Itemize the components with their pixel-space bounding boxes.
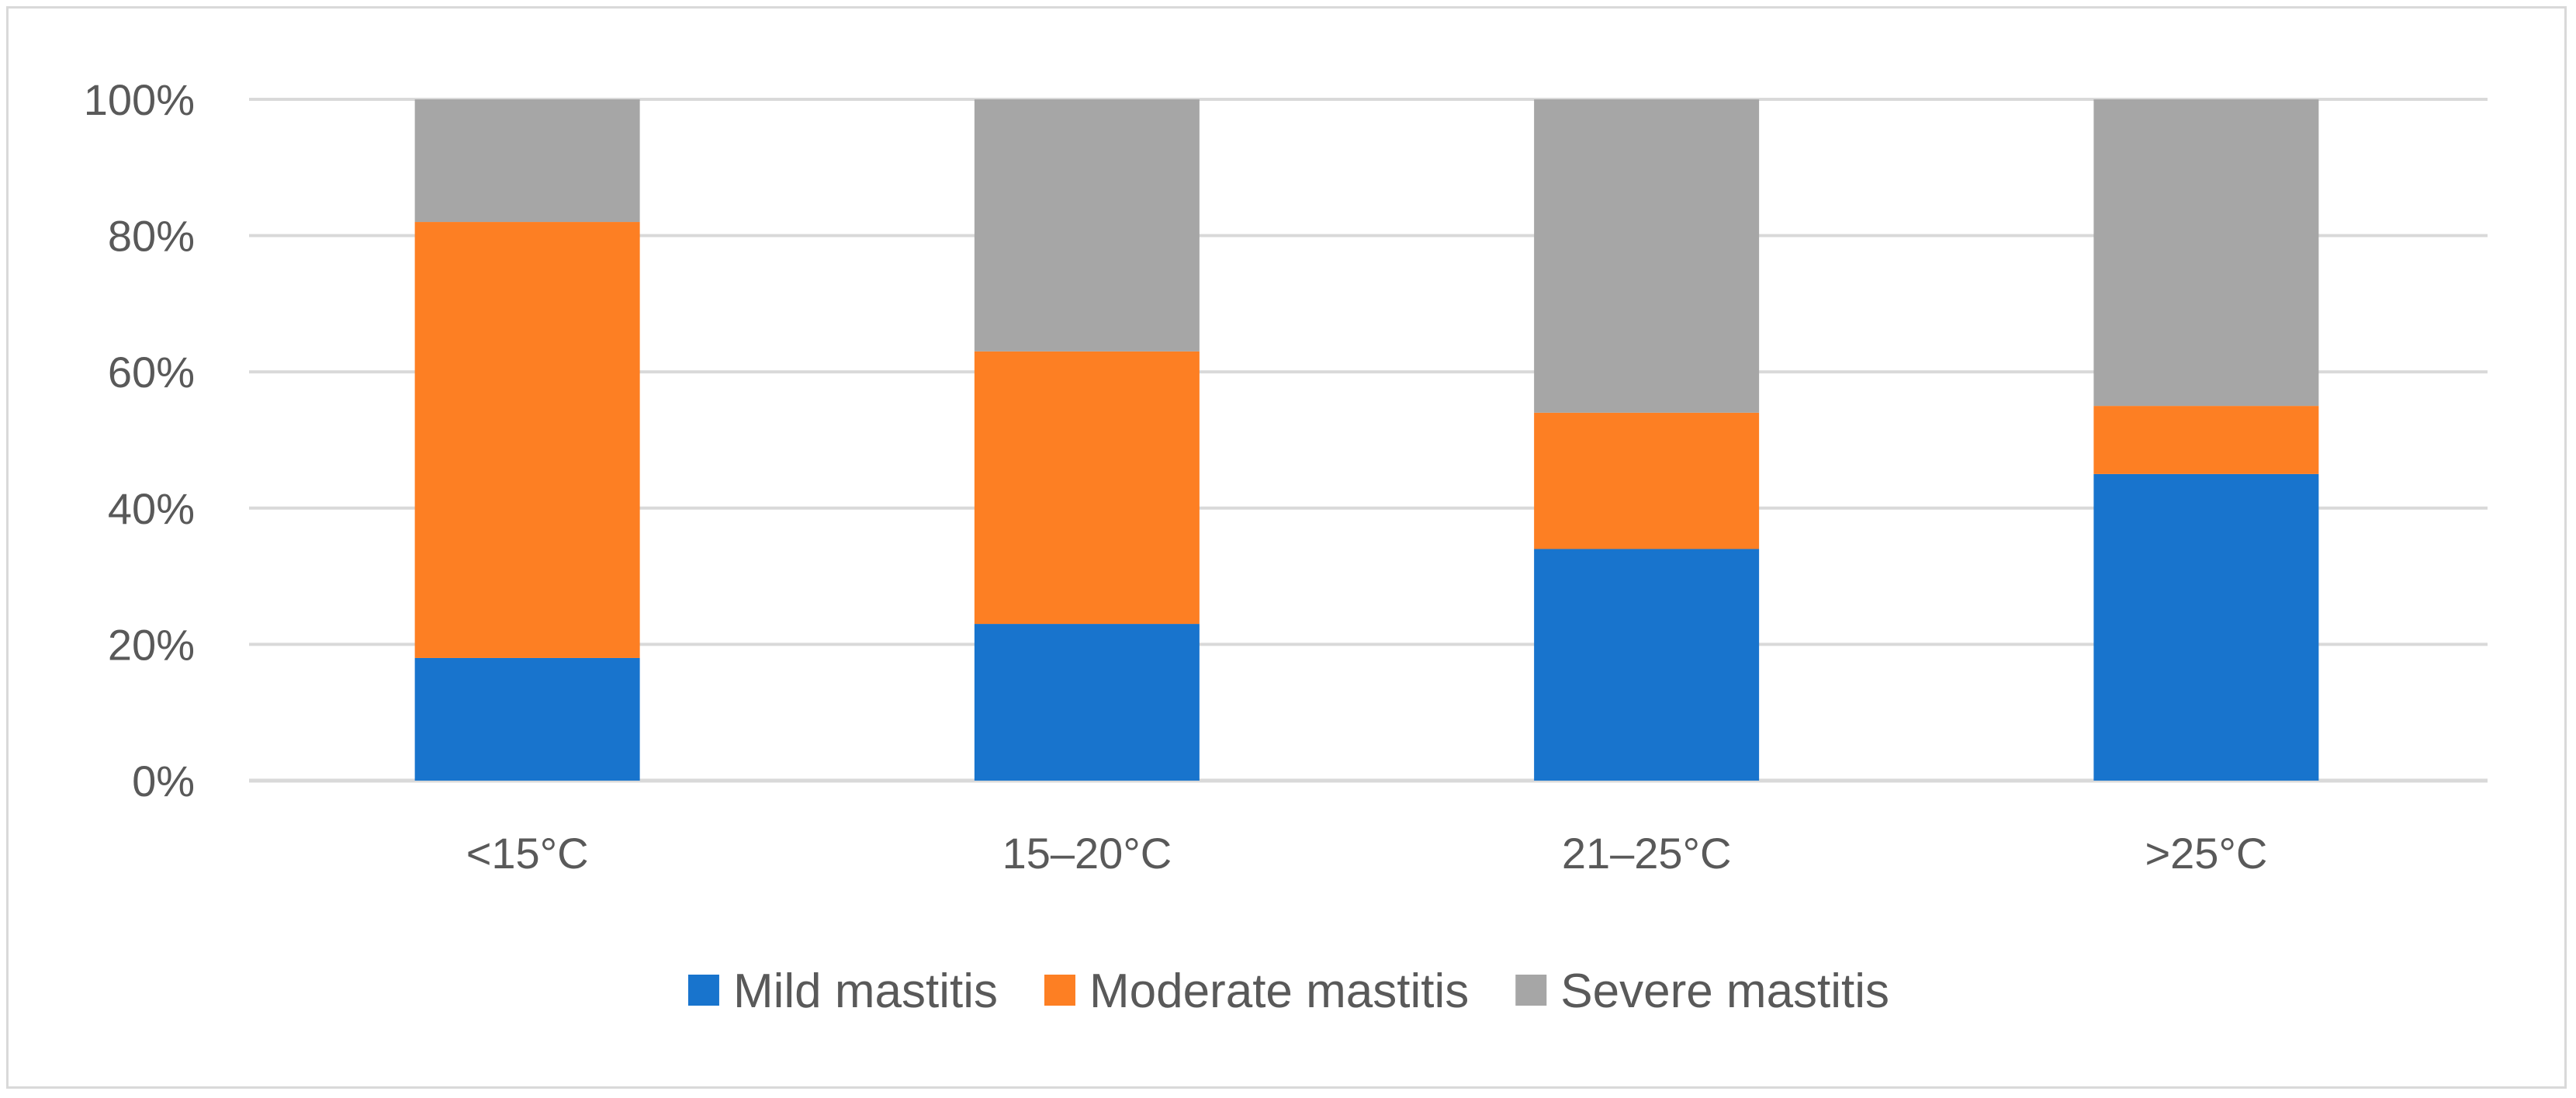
bar-severe-mastitis-21-25-c: [1534, 99, 1760, 413]
legend-label-mild-mastitis: Mild mastitis: [733, 965, 998, 1018]
bars: [414, 99, 2319, 781]
x-axis-tick-labels: <15°C 15–20°C 21–25°C >25°C: [466, 829, 2268, 878]
bar-moderate-mastitis-15-20-c: [974, 351, 1200, 625]
y-tick-label-60: 60%: [108, 348, 195, 397]
legend-item-mild-mastitis: Mild mastitis: [687, 965, 998, 1018]
legend-swatch-mild-mastitis: [687, 975, 719, 1006]
y-tick-label-20: 20%: [108, 620, 195, 669]
bar-moderate-mastitis-gt-25-c: [2093, 406, 2319, 474]
bar-mild-mastitis-lt-15-c: [414, 657, 640, 781]
y-tick-label-40: 40%: [108, 484, 195, 533]
y-axis-tick-labels: 0% 20% 40% 60% 80% 100%: [84, 75, 195, 805]
stacked-bar-chart: 0% 20% 40% 60% 80% 100% <15°C 15–20°C 21–25°C >2…: [84, 75, 2488, 1018]
bar-mild-mastitis-15-20-c: [974, 624, 1200, 781]
y-tick-label-0: 0%: [132, 757, 195, 805]
legend-label-moderate-mastitis: Moderate mastitis: [1089, 965, 1469, 1018]
legend: Mild mastitis Moderate mastitis Severe mas…: [687, 965, 1889, 1018]
legend-item-severe-mastitis: Severe mastitis: [1515, 965, 1889, 1018]
legend-label-severe-mastitis: Severe mastitis: [1560, 965, 1889, 1018]
bar-severe-mastitis-gt-25-c: [2093, 99, 2319, 407]
legend-swatch-severe-mastitis: [1515, 975, 1547, 1006]
bar-moderate-mastitis-lt-15-c: [414, 222, 640, 658]
y-tick-label-80: 80%: [108, 212, 195, 261]
x-tick-label-21-25-c: 21–25°C: [1562, 829, 1732, 878]
x-tick-label-15-20-c: 15–20°C: [1002, 829, 1172, 878]
y-tick-label-100: 100%: [84, 75, 195, 124]
bar-mild-mastitis-21-25-c: [1534, 549, 1760, 781]
bar-severe-mastitis-15-20-c: [974, 99, 1200, 352]
bar-severe-mastitis-lt-15-c: [414, 99, 640, 223]
x-tick-label-gt-25-c: >25°C: [2145, 829, 2267, 878]
legend-swatch-moderate-mastitis: [1044, 975, 1075, 1006]
x-tick-label-lt-15-c: <15°C: [466, 829, 589, 878]
bar-mild-mastitis-gt-25-c: [2093, 473, 2319, 781]
bar-moderate-mastitis-21-25-c: [1534, 412, 1760, 549]
chart-frame: 0% 20% 40% 60% 80% 100% <15°C 15–20°C 21–25°C >2…: [6, 6, 2567, 1089]
legend-item-moderate-mastitis: Moderate mastitis: [1044, 965, 1469, 1018]
